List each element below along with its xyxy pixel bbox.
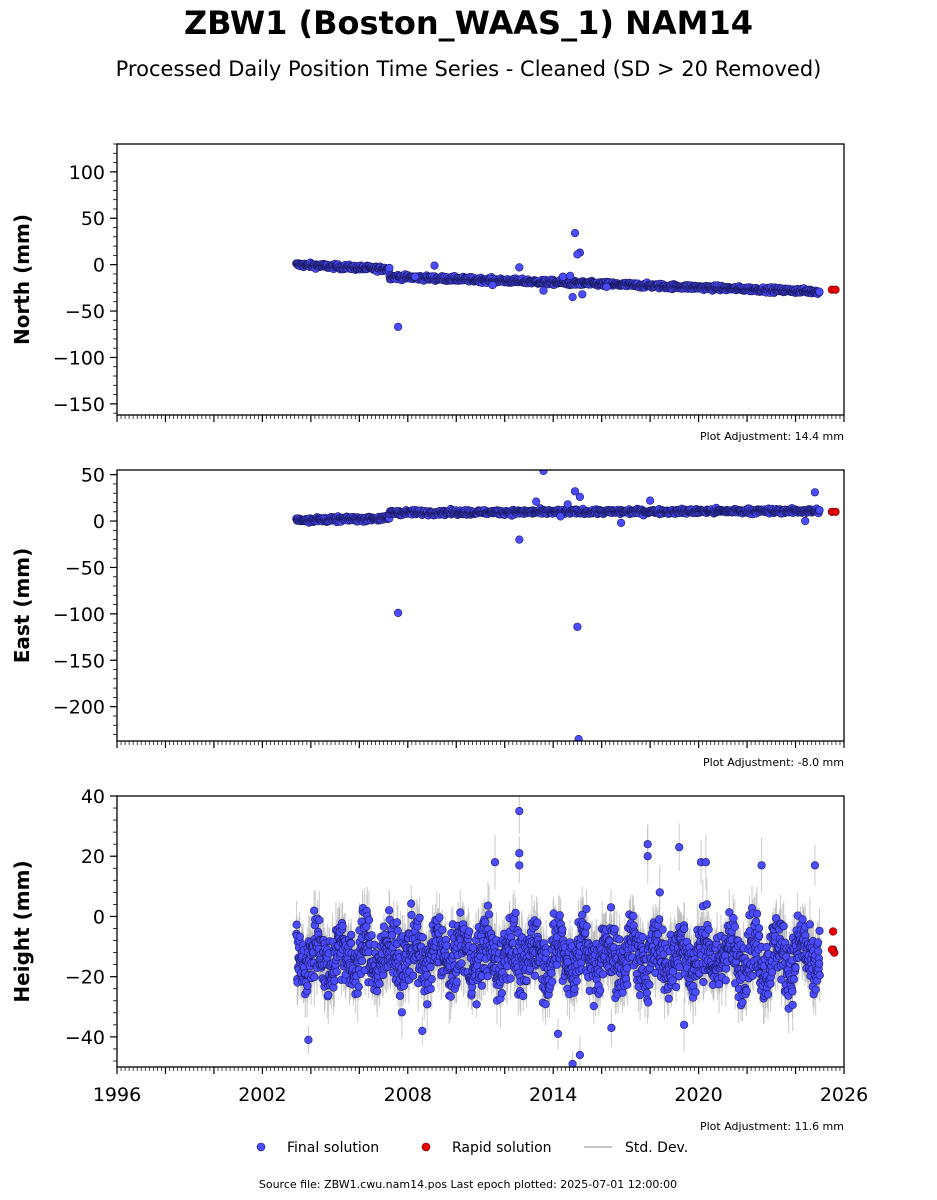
y-tick-label: −150 [53, 394, 105, 416]
final-point [563, 500, 572, 509]
final-point [574, 735, 583, 741]
y-axis-label: East (mm) [10, 548, 34, 664]
final-point [532, 497, 541, 506]
final-point [815, 506, 824, 515]
final-point [815, 287, 824, 296]
final-point [394, 608, 403, 618]
plot-adjustment-label: Plot Adjustment: -8.0 mm [703, 756, 844, 769]
final-point [602, 282, 611, 292]
final-point [568, 293, 577, 302]
y-tick-label: −50 [65, 301, 105, 323]
final-point [411, 272, 420, 281]
final-point [385, 263, 394, 273]
y-tick-label: 50 [81, 208, 105, 230]
final-point [570, 487, 580, 496]
y-axis: 50 0 −50 −100 −150 −200 [53, 465, 117, 735]
final-point [488, 281, 497, 290]
final-point [575, 492, 585, 502]
final-solution-points [292, 470, 824, 741]
final-point [394, 322, 403, 331]
final-point [616, 518, 626, 528]
final-point [539, 470, 548, 475]
final-point [539, 286, 548, 295]
final-point [515, 263, 524, 272]
plot-area [292, 470, 840, 741]
final-solution-points [292, 229, 824, 331]
y-axis: 100 50 0 −50 −100 −150 [53, 143, 117, 416]
final-point [578, 290, 587, 299]
panel-north: 100 50 0 −50 −100 −150 North (mm) Plot Adjustme… [10, 143, 845, 443]
chart-title: ZBW1 (Boston_WAAS_1) NAM14 [183, 4, 754, 42]
y-axis-label: North (mm) [10, 214, 34, 345]
plot-adjustment-label: Plot Adjustment: 14.4 mm [700, 430, 844, 443]
y-tick-label: 100 [69, 162, 105, 184]
y-tick-label: −100 [53, 604, 105, 626]
final-point [558, 272, 568, 281]
panel-east: 50 0 −50 −100 −150 −200 East (mm) Plot Adjustme… [10, 465, 845, 769]
y-tick-label: 50 [81, 465, 105, 487]
rapid-solution-points [827, 285, 840, 294]
final-point [645, 496, 655, 505]
y-tick-label: −100 [53, 347, 105, 369]
y-tick-label: −200 [53, 697, 105, 719]
plot-area [292, 796, 839, 1067]
final-point [573, 250, 582, 259]
final-point [556, 512, 565, 521]
rapid-solution-points [827, 507, 840, 516]
final-point [573, 622, 582, 631]
rapid-point [831, 507, 840, 516]
x-axis [116, 741, 845, 748]
final-point [801, 516, 810, 526]
y-tick-label: −50 [65, 557, 105, 579]
final-point [566, 271, 575, 280]
x-axis [116, 415, 845, 422]
y-tick-label: −150 [53, 650, 105, 672]
plot-area [292, 229, 840, 331]
y-tick-label: 0 [93, 255, 105, 277]
rapid-point [831, 285, 840, 294]
final-point [570, 229, 580, 238]
y-tick-label: 0 [93, 511, 105, 533]
final-point [430, 261, 439, 270]
final-point [810, 488, 820, 497]
final-point [515, 535, 524, 544]
chart-subtitle: Processed Daily Position Time Series - C… [115, 57, 822, 81]
